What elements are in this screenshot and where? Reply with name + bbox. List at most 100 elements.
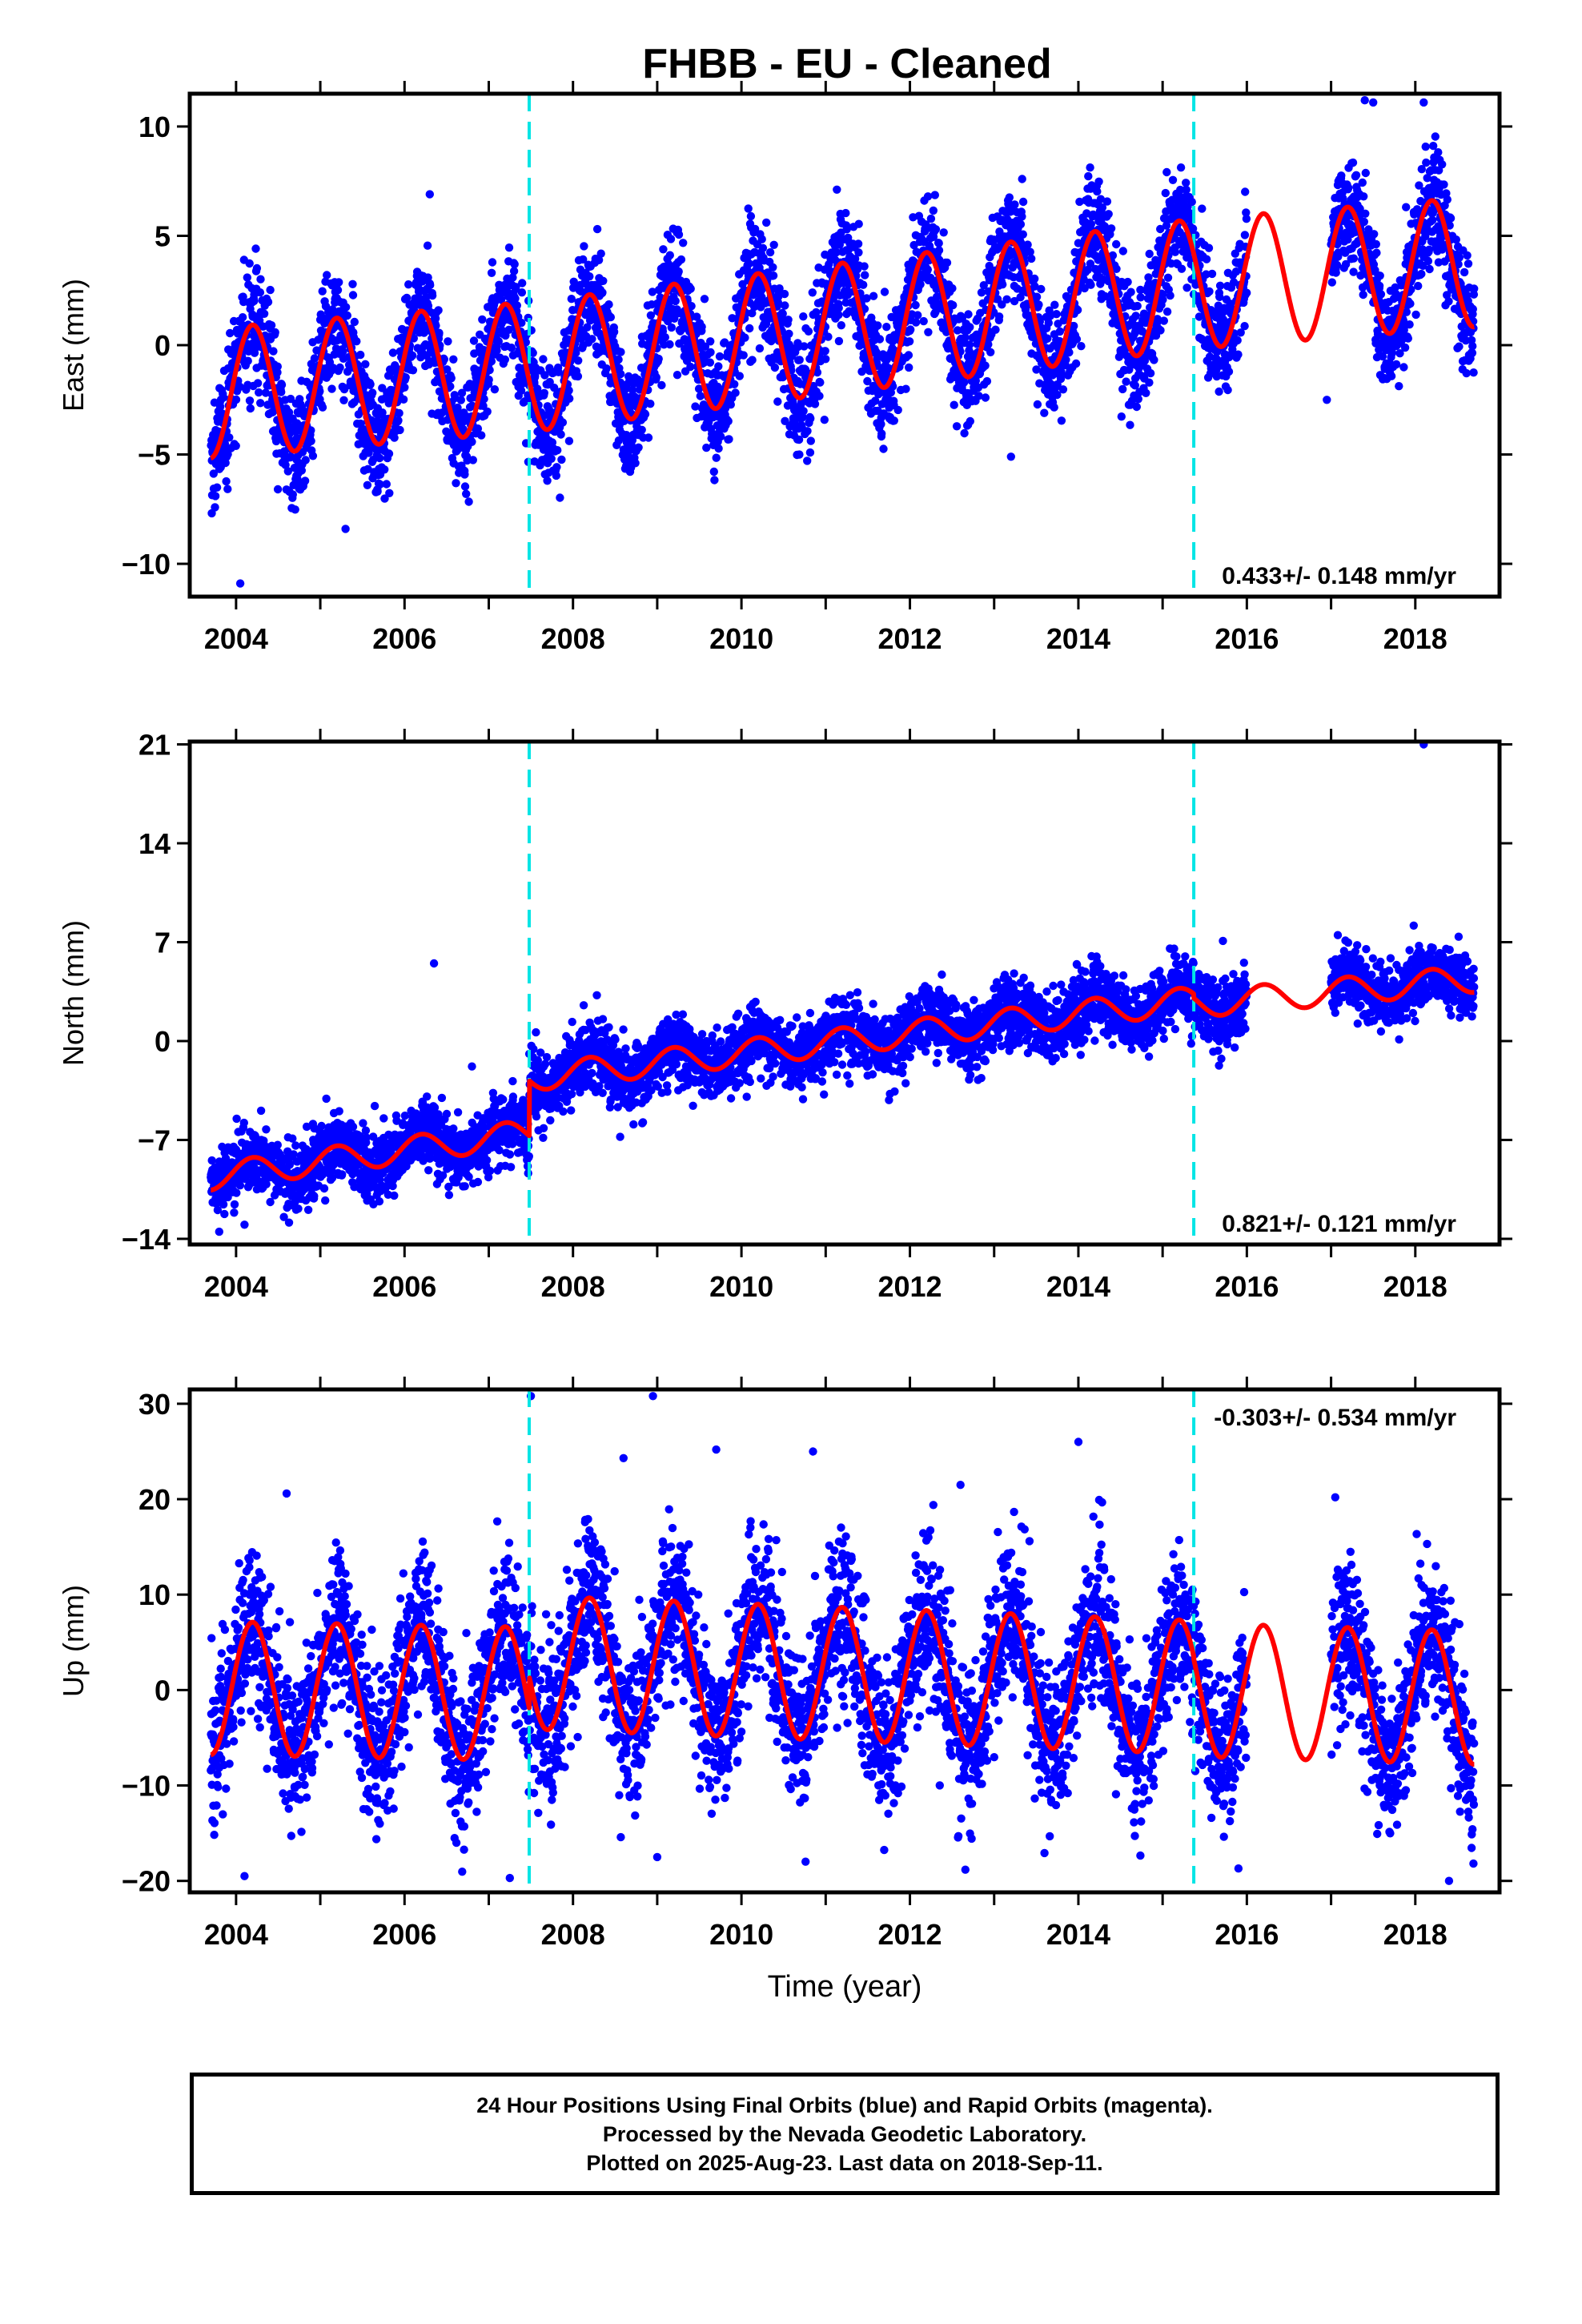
east-data-point (942, 258, 952, 267)
east-data-point (277, 380, 287, 389)
east-data-point (388, 348, 398, 357)
east-data-point (490, 385, 500, 394)
east-data-point (1150, 356, 1158, 364)
east-data-point (540, 388, 548, 397)
east-data-point (799, 312, 808, 321)
east-data-point (395, 408, 404, 418)
east-data-point (1156, 326, 1165, 335)
east-data-point (286, 394, 295, 404)
east-data-point (805, 448, 815, 457)
east-data-point (1093, 187, 1102, 196)
east-data-point (558, 418, 568, 427)
east-data-point (480, 395, 488, 404)
east-data-point (784, 316, 793, 324)
east-data-point (911, 300, 920, 310)
east-data-point (366, 380, 375, 389)
east-data-point (604, 300, 613, 309)
north-data-point (239, 1118, 248, 1128)
east-data-point (1071, 359, 1081, 368)
east-data-point (1018, 197, 1028, 207)
east-data-point (599, 276, 608, 285)
east-data-point (677, 255, 686, 264)
east-data-point (384, 449, 394, 458)
east-data-point (473, 424, 483, 433)
east-data-point (1399, 363, 1408, 372)
east-data-point (765, 247, 775, 257)
east-data-point (1010, 200, 1019, 209)
east-data-point (1102, 197, 1112, 206)
east-data-point (1094, 177, 1103, 186)
east-data-point (243, 356, 252, 365)
east-data-point (931, 225, 941, 234)
north-data-point (232, 1188, 241, 1197)
north-data-point (230, 1208, 239, 1217)
east-data-point (1161, 188, 1170, 198)
east-data-point (464, 497, 473, 506)
east-data-point (1439, 180, 1448, 189)
east-data-point (1166, 291, 1174, 300)
east-data-point (803, 427, 812, 436)
east-data-point (1158, 296, 1167, 304)
east-data-point (580, 242, 588, 251)
east-data-point (1463, 251, 1472, 260)
east-data-point (1145, 249, 1154, 259)
east-data-point (335, 363, 344, 372)
east-data-point (1086, 163, 1094, 172)
east-data-point (400, 383, 409, 392)
east-data-point (1427, 215, 1437, 225)
east-data-point (861, 271, 869, 279)
north-data-point (235, 1181, 245, 1190)
east-data-point (283, 467, 292, 476)
east-data-point (259, 309, 269, 318)
east-data-point (1018, 212, 1026, 221)
east-data-point (745, 324, 754, 333)
east-data-point (507, 344, 516, 352)
east-data-point (468, 456, 477, 464)
east-data-point (1040, 408, 1049, 417)
east-data-point (556, 493, 564, 502)
east-data-point (333, 286, 343, 295)
east-data-point (552, 471, 560, 480)
east-data-point (553, 446, 562, 455)
east-data-point (824, 332, 833, 341)
east-data-point (250, 296, 259, 306)
east-data-point (657, 380, 666, 390)
east-data-point (1205, 287, 1214, 296)
east-data-point (1077, 342, 1086, 351)
east-data-point (1162, 167, 1171, 177)
east-data-point (1224, 367, 1234, 376)
east-data-point (860, 262, 869, 271)
east-data-point (565, 394, 574, 403)
east-data-point (616, 369, 625, 379)
east-data-point (531, 372, 540, 380)
east-data-point (816, 378, 825, 387)
east-data-point (432, 321, 440, 330)
east-data-point (1168, 175, 1178, 184)
east-data-point (1455, 342, 1464, 351)
east-data-point (741, 333, 749, 342)
east-data-point (1462, 368, 1471, 378)
east-data-point (1337, 171, 1346, 180)
east-data-point (443, 365, 452, 374)
east-data-point (452, 479, 460, 488)
east-data-point (923, 192, 933, 201)
east-data-point (1470, 284, 1479, 293)
east-data-point (315, 387, 324, 396)
east-data-point (661, 333, 669, 342)
east-data-point (1146, 368, 1155, 378)
east-data-point (363, 480, 372, 489)
east-x-tick-label: 2018 (1383, 622, 1447, 655)
east-data-point (1131, 312, 1140, 320)
east-data-point (739, 351, 748, 360)
east-data-point (1375, 271, 1384, 280)
east-data-point (1136, 293, 1145, 302)
east-data-point (758, 243, 768, 252)
east-data-point (602, 364, 611, 373)
east-data-point (408, 351, 417, 360)
east-data-point (1030, 274, 1039, 283)
east-data-point (1170, 247, 1180, 256)
east-data-point (327, 384, 336, 393)
east-data-point (926, 214, 936, 223)
east-data-point (854, 248, 863, 257)
